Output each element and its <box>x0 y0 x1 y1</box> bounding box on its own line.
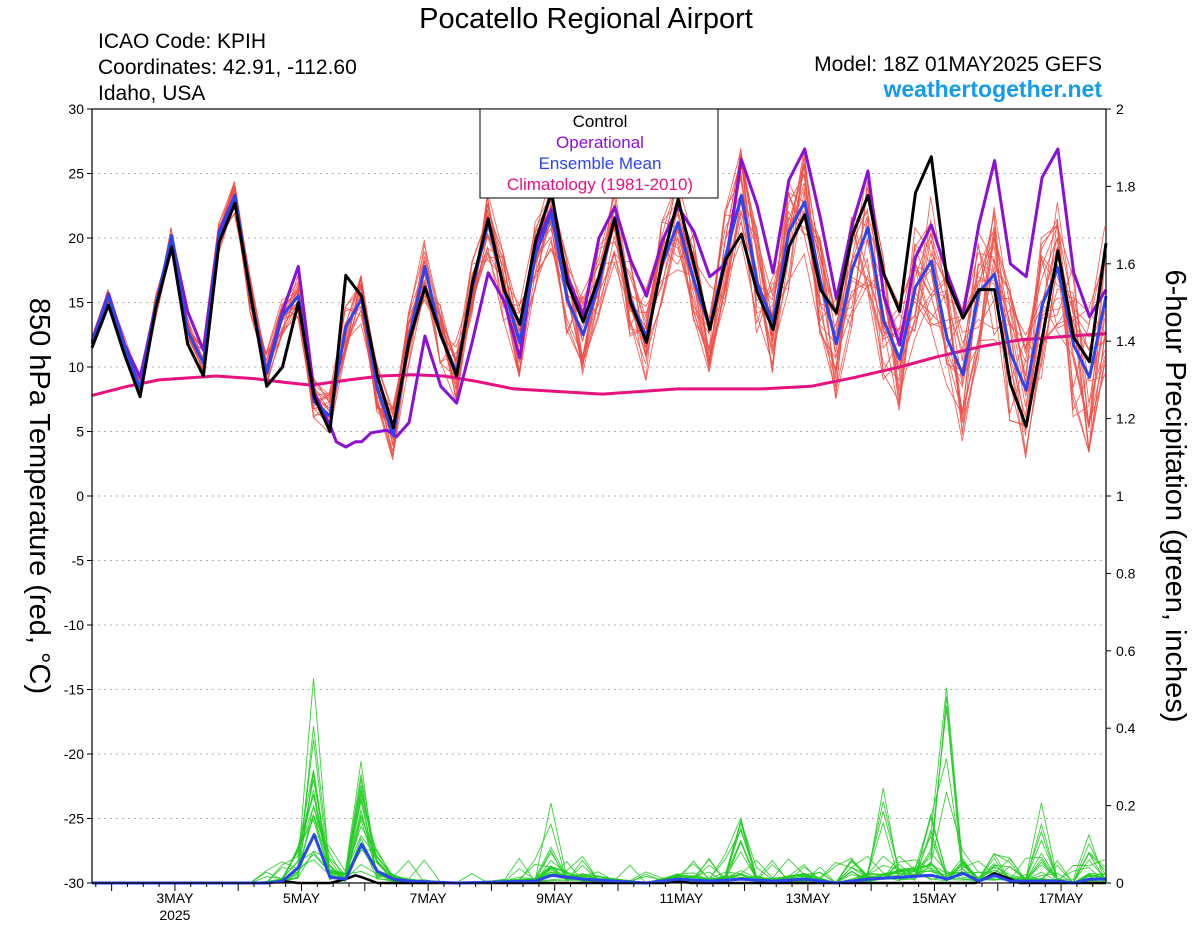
x-tick-label: 13MAY <box>785 890 831 906</box>
x-tick-label: 7MAY <box>410 890 448 906</box>
y-right-tick-label: 0.8 <box>1116 565 1136 581</box>
tick-labels: 302520151050-5-10-15-20-25-3021.81.61.41… <box>64 101 1136 923</box>
x-tick-label: 17MAY <box>1039 890 1085 906</box>
precip-mean-line <box>92 833 1106 885</box>
y-right-tick-label: 0.4 <box>1116 720 1136 736</box>
region: Idaho, USA <box>98 82 205 105</box>
y-left-tick-label: -30 <box>64 875 84 891</box>
y-right-tick-label: 0.2 <box>1116 798 1136 814</box>
y-left-tick-label: 15 <box>68 295 84 311</box>
y-right-tick-label: 1.4 <box>1116 333 1136 349</box>
y-left-tick-label: -10 <box>64 617 84 633</box>
model-label: Model: 18Z 01MAY2025 GEFS <box>814 53 1102 76</box>
y-axis-right-title: 6-hour Precipitation (green, inches) <box>1159 270 1191 723</box>
y-left-tick-label: 10 <box>68 359 84 375</box>
legend-operational: Operational <box>556 133 644 152</box>
x-tick-label: 9MAY <box>536 890 574 906</box>
y-right-tick-label: 1 <box>1116 488 1124 504</box>
control-line <box>90 155 1108 433</box>
coordinates: Coordinates: 42.91, -112.60 <box>98 56 357 79</box>
y-left-tick-label: 0 <box>76 488 84 504</box>
y-right-tick-label: 0 <box>1116 875 1124 891</box>
x-tick-label: 3MAY <box>156 890 194 906</box>
site-label[interactable]: weathertogether.net <box>882 76 1102 102</box>
y-right-tick-label: 2 <box>1116 101 1124 117</box>
y-right-tick-label: 1.8 <box>1116 178 1136 194</box>
x-tick-label: 5MAY <box>283 890 321 906</box>
y-left-tick-label: -25 <box>64 811 84 827</box>
grid-lines <box>92 173 1106 819</box>
y-right-tick-label: 1.2 <box>1116 411 1136 427</box>
y-left-tick-label: -5 <box>72 553 85 569</box>
y-left-tick-label: -20 <box>64 746 84 762</box>
legend-box <box>479 108 719 199</box>
y-right-tick-label: 1.6 <box>1116 256 1136 272</box>
y-left-tick-label: 5 <box>76 424 84 440</box>
legend-ensemble-mean: Ensemble Mean <box>539 154 662 173</box>
x-tick-label: 15MAY <box>912 890 958 906</box>
y-left-tick-label: -15 <box>64 682 84 698</box>
y-left-tick-label: 25 <box>68 166 84 182</box>
legend: Control Operational Ensemble Mean Climat… <box>479 108 719 199</box>
temperature-member-line <box>91 164 1106 438</box>
y-right-tick-label: 0.6 <box>1116 643 1136 659</box>
chart-title: Pocatello Regional Airport <box>419 3 753 35</box>
x-tick-year: 2025 <box>159 907 190 923</box>
icao-code: ICAO Code: KPIH <box>98 30 266 53</box>
y-left-tick-label: 20 <box>68 230 84 246</box>
legend-climatology: Climatology (1981-2010) <box>507 175 693 194</box>
legend-control: Control <box>573 112 628 131</box>
x-tick-label: 11MAY <box>659 890 703 906</box>
y-axis-left-title: 850 hPa Temperature (red, °C) <box>23 298 55 694</box>
y-left-tick-label: 30 <box>68 101 84 117</box>
